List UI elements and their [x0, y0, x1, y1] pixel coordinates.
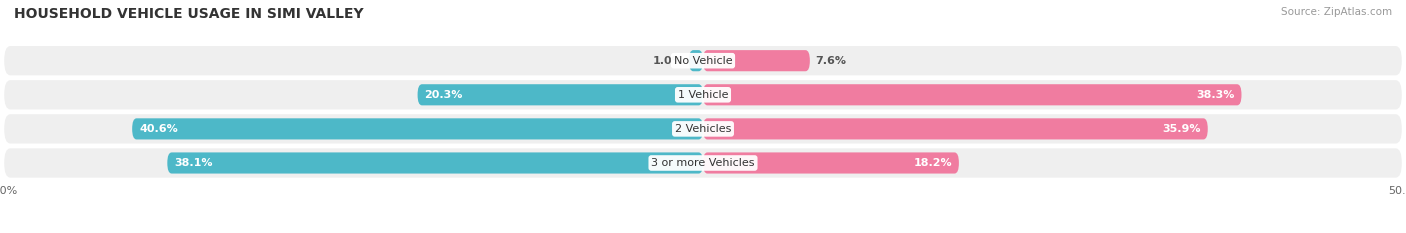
FancyBboxPatch shape: [703, 152, 959, 174]
Text: 38.3%: 38.3%: [1197, 90, 1234, 100]
FancyBboxPatch shape: [703, 84, 1241, 105]
Text: No Vehicle: No Vehicle: [673, 56, 733, 66]
Text: Source: ZipAtlas.com: Source: ZipAtlas.com: [1281, 7, 1392, 17]
FancyBboxPatch shape: [4, 80, 1402, 110]
FancyBboxPatch shape: [418, 84, 703, 105]
Legend: Owner-occupied, Renter-occupied: Owner-occupied, Renter-occupied: [581, 230, 825, 233]
FancyBboxPatch shape: [703, 118, 1208, 140]
Text: 2 Vehicles: 2 Vehicles: [675, 124, 731, 134]
FancyBboxPatch shape: [703, 50, 810, 71]
Text: 40.6%: 40.6%: [139, 124, 179, 134]
FancyBboxPatch shape: [167, 152, 703, 174]
Text: HOUSEHOLD VEHICLE USAGE IN SIMI VALLEY: HOUSEHOLD VEHICLE USAGE IN SIMI VALLEY: [14, 7, 364, 21]
Text: 18.2%: 18.2%: [914, 158, 952, 168]
Text: 38.1%: 38.1%: [174, 158, 212, 168]
FancyBboxPatch shape: [689, 50, 703, 71]
FancyBboxPatch shape: [4, 114, 1402, 144]
Text: 3 or more Vehicles: 3 or more Vehicles: [651, 158, 755, 168]
FancyBboxPatch shape: [4, 148, 1402, 178]
FancyBboxPatch shape: [4, 46, 1402, 75]
Text: 20.3%: 20.3%: [425, 90, 463, 100]
Text: 1 Vehicle: 1 Vehicle: [678, 90, 728, 100]
Text: 7.6%: 7.6%: [815, 56, 846, 66]
FancyBboxPatch shape: [132, 118, 703, 140]
Text: 35.9%: 35.9%: [1163, 124, 1201, 134]
Text: 1.0%: 1.0%: [652, 56, 683, 66]
